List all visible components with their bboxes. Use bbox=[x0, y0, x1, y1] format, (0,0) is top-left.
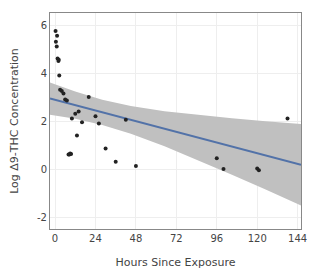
svg-text:120: 120 bbox=[248, 233, 267, 244]
svg-text:Hours Since Exposure: Hours Since Exposure bbox=[116, 256, 236, 269]
svg-text:96: 96 bbox=[210, 233, 223, 244]
svg-text:24: 24 bbox=[89, 233, 102, 244]
svg-text:Log Δ9-THC Concentration: Log Δ9-THC Concentration bbox=[8, 48, 21, 194]
svg-text:48: 48 bbox=[130, 233, 143, 244]
svg-text:-2: -2 bbox=[37, 212, 47, 223]
svg-text:0: 0 bbox=[52, 233, 58, 244]
svg-text:2: 2 bbox=[41, 116, 47, 127]
svg-text:4: 4 bbox=[41, 68, 47, 79]
svg-text:0: 0 bbox=[41, 164, 47, 175]
svg-text:6: 6 bbox=[41, 20, 47, 31]
svg-text:144: 144 bbox=[288, 233, 307, 244]
svg-text:72: 72 bbox=[170, 233, 183, 244]
